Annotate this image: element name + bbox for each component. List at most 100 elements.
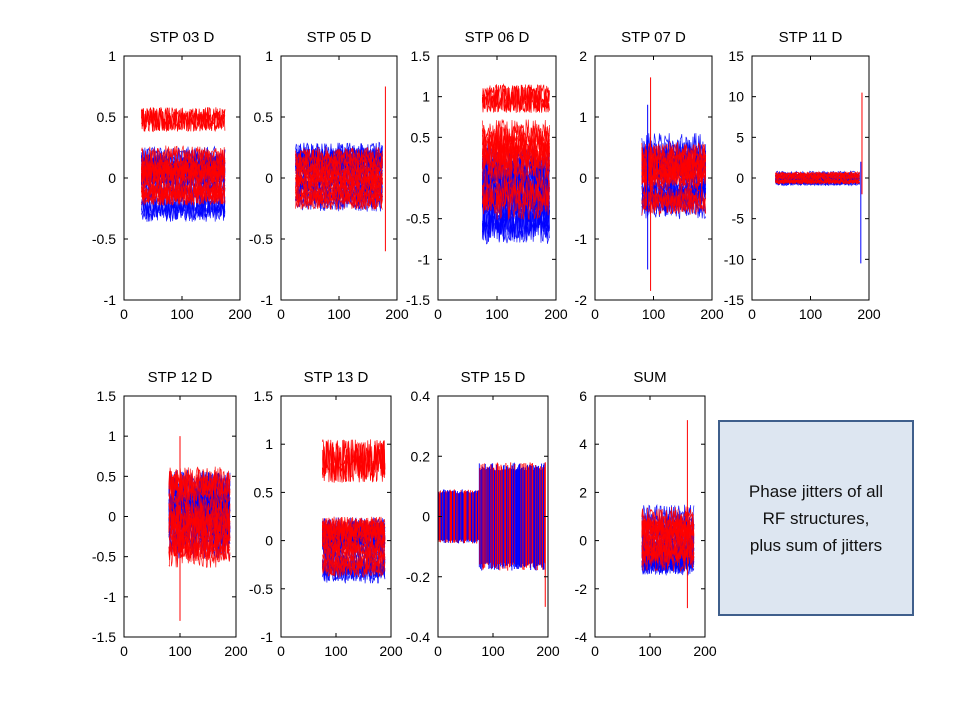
red-trace (295, 185, 383, 204)
subplot-title: STP 06 D (465, 29, 530, 46)
subplot-4: STP 07 D -2 -1 0 1 2 0 100 200 (575, 29, 724, 322)
y-tick-label: 0 (108, 170, 116, 186)
y-tick-label: -1 (418, 251, 431, 267)
red-trace (168, 527, 231, 557)
y-tick-label: 0.5 (97, 468, 117, 484)
red-trace (641, 540, 695, 562)
y-tick-label: -1.5 (92, 629, 116, 645)
subplot-title: STP 15 D (461, 369, 526, 386)
red-trace (641, 526, 695, 549)
red-trace (481, 126, 550, 155)
x-tick-label: 200 (536, 643, 560, 659)
y-tick-label: -1 (104, 589, 117, 605)
x-tick-label: 0 (277, 643, 285, 659)
subplot-title: STP 11 D (779, 29, 843, 46)
y-tick-label: 0 (265, 170, 273, 186)
x-tick-label: 0 (434, 306, 442, 322)
y-tick-label: 6 (579, 388, 587, 404)
y-tick-label: 1 (265, 48, 273, 64)
subplot-2: STP 05 D -1 -0.5 0 0.5 1 0 100 200 (249, 29, 409, 322)
red-trace (321, 543, 386, 563)
y-tick-label: 1 (108, 48, 116, 64)
y-tick-label: 0 (579, 533, 587, 549)
subplot-9: SUM -4 -2 0 2 4 6 0 100 200 (575, 369, 717, 659)
y-tick-label: 0 (265, 533, 273, 549)
x-tick-label: 200 (857, 306, 881, 322)
x-tick-label: 100 (485, 306, 509, 322)
red-trace (481, 133, 550, 162)
y-tick-label: -1 (261, 629, 274, 645)
x-tick-label: 200 (700, 306, 724, 322)
x-tick-label: 200 (224, 643, 248, 659)
red-trace (295, 183, 383, 202)
red-trace (321, 557, 386, 577)
x-tick-label: 200 (385, 306, 409, 322)
subplot-title: STP 07 D (621, 29, 686, 46)
subplot-3: STP 06 D -1.5 -1 -0.5 0 0.5 1 1.5 0 100 200 (406, 29, 568, 322)
blue-trace (481, 208, 550, 243)
y-tick-label: 1.5 (254, 388, 274, 404)
x-tick-label: 0 (120, 643, 128, 659)
red-trace (641, 518, 695, 541)
y-tick-label: 0.5 (411, 129, 431, 145)
red-trace (641, 141, 707, 164)
x-tick-label: 100 (481, 643, 505, 659)
red-trace (321, 525, 386, 546)
y-tick-label: -1 (104, 292, 117, 308)
y-tick-label: 1 (579, 109, 587, 125)
red-trace (775, 178, 860, 185)
red-trace (168, 466, 231, 496)
y-tick-label: 1.5 (97, 388, 117, 404)
y-tick-label: -0.5 (92, 549, 116, 565)
y-tick-label: -2 (575, 292, 588, 308)
x-tick-label: 100 (799, 306, 823, 322)
x-tick-label: 100 (642, 306, 666, 322)
traces (641, 77, 707, 291)
x-tick-label: 100 (327, 306, 351, 322)
x-tick-label: 200 (379, 643, 403, 659)
traces (481, 83, 550, 245)
subplot-1: STP 03 D -1 -0.5 0 0.5 1 0 100 200 (92, 29, 252, 322)
x-tick-label: 100 (168, 643, 192, 659)
red-trace (295, 157, 383, 176)
y-tick-label: -0.5 (92, 231, 116, 247)
x-tick-label: 0 (591, 306, 599, 322)
annotation-text: Phase jitters of all RF structures, plus… (748, 481, 884, 555)
red-trace (481, 132, 550, 161)
annotation-box: Phase jitters of all RF structures, plus… (718, 420, 914, 616)
x-tick-label: 100 (638, 643, 662, 659)
red-trace (295, 167, 383, 187)
y-tick-label: -0.5 (249, 581, 273, 597)
y-tick-label: 0 (108, 509, 116, 525)
red-trace (641, 192, 707, 214)
red-trace (775, 173, 860, 180)
red-trace (295, 152, 383, 173)
x-tick-label: 0 (277, 306, 285, 322)
y-tick-label: 15 (728, 48, 744, 64)
y-tick-label: 0.5 (254, 484, 274, 500)
subplot-title: STP 03 D (150, 29, 215, 46)
subplot-title: STP 05 D (307, 29, 372, 46)
x-tick-label: 100 (324, 643, 348, 659)
y-tick-label: 0.2 (411, 448, 431, 464)
red-trace (481, 177, 550, 207)
y-tick-label: -15 (724, 292, 744, 308)
y-tick-label: -1 (261, 292, 274, 308)
y-tick-label: 1 (265, 436, 273, 452)
x-tick-label: 200 (693, 643, 717, 659)
y-tick-label: 2 (579, 48, 587, 64)
traces (775, 92, 863, 264)
red-trace (295, 191, 383, 210)
traces (295, 86, 386, 252)
y-tick-label: 0.4 (411, 388, 431, 404)
y-tick-label: -0.5 (249, 231, 273, 247)
x-tick-label: 0 (748, 306, 756, 322)
y-tick-label: 2 (579, 484, 587, 500)
traces (168, 436, 231, 621)
traces (141, 107, 226, 222)
y-tick-label: -0.4 (406, 629, 430, 645)
subplot-title: SUM (633, 369, 666, 386)
y-tick-label: 10 (728, 89, 744, 105)
subplot-7: STP 13 D -1 -0.5 0 0.5 1 1.5 0 100 200 (249, 369, 403, 659)
red-trace (141, 107, 226, 132)
